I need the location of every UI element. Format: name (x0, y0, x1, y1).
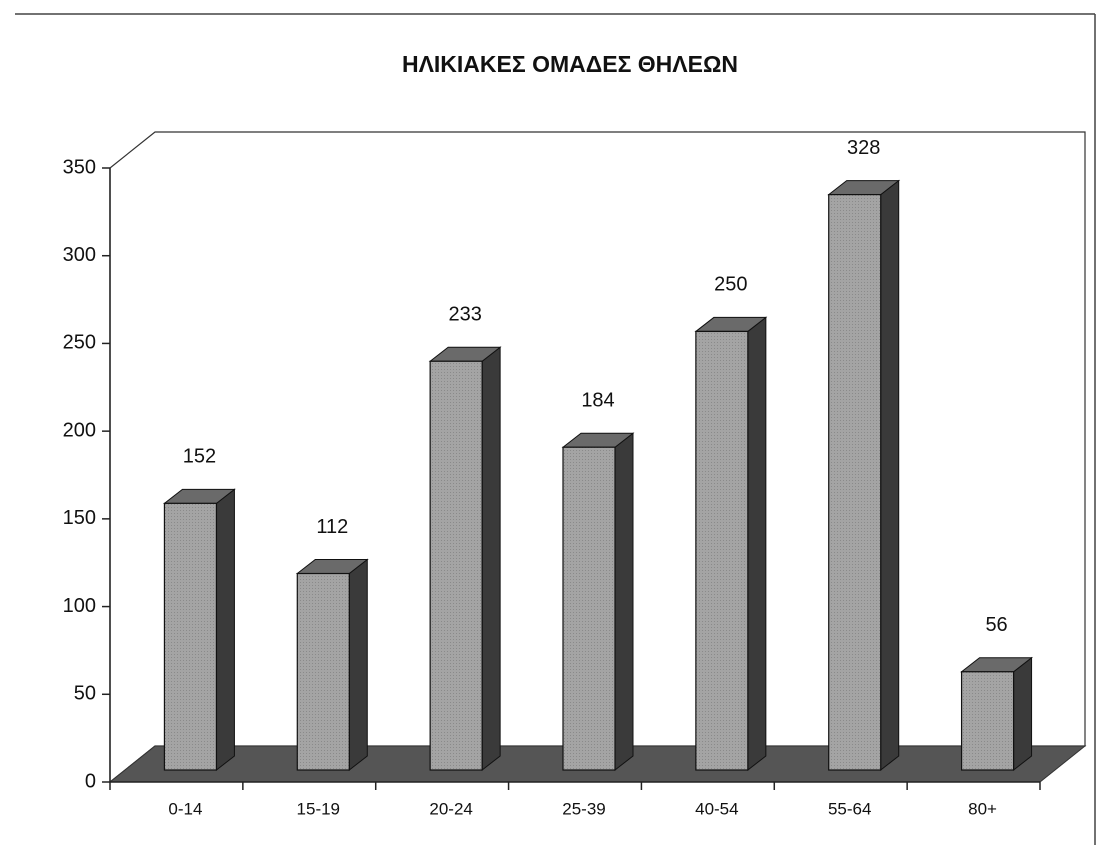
value-label: 184 (581, 389, 614, 411)
value-label: 233 (448, 304, 481, 326)
bar-side (880, 179, 900, 772)
value-label: 152 (183, 446, 216, 468)
value-label: 112 (316, 516, 348, 538)
bar-side (1013, 656, 1033, 772)
x-tick-label: 80+ (968, 799, 997, 818)
y-tick-label: 350 (63, 156, 96, 178)
bar (695, 330, 749, 771)
value-label: 56 (985, 614, 1007, 636)
bar (429, 360, 483, 771)
y-tick-label: 200 (63, 419, 96, 441)
y-tick-label: 150 (63, 507, 96, 529)
y-tick-label: 50 (74, 683, 96, 705)
bar-side (614, 432, 634, 772)
bar-side (747, 316, 767, 772)
bar-side (481, 346, 501, 772)
value-label: 328 (847, 137, 880, 159)
bar (960, 671, 1015, 771)
bar (828, 193, 882, 771)
x-tick-label: 0-14 (168, 799, 202, 818)
x-tick-label: 15-19 (297, 799, 340, 818)
y-tick-label: 300 (63, 244, 96, 266)
bar (163, 502, 218, 771)
chart-title: ΗΛΙΚΙΑΚΕΣ ΟΜΑΔΕΣ ΘΗΛΕΩΝ (402, 51, 738, 77)
bar-side (215, 488, 235, 772)
bar-side (348, 558, 368, 772)
y-tick-label: 100 (63, 595, 96, 617)
x-tick-label: 55-64 (828, 799, 871, 818)
value-label: 250 (714, 274, 747, 296)
x-tick-label: 25-39 (562, 799, 605, 818)
y-tick-label: 0 (85, 770, 96, 792)
x-tick-label: 20-24 (429, 799, 472, 818)
bar (562, 446, 616, 771)
y-tick-label: 250 (63, 332, 96, 354)
x-tick-label: 40-54 (695, 799, 738, 818)
bar (296, 572, 350, 771)
